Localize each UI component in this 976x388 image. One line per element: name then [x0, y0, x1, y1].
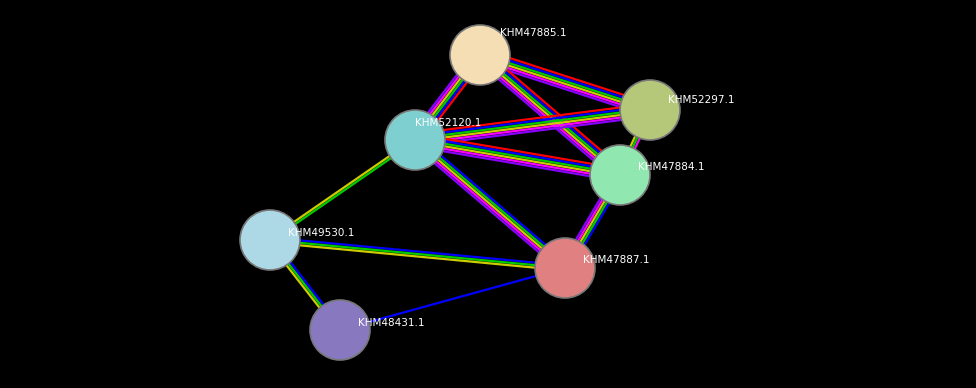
Text: KHM47884.1: KHM47884.1	[638, 162, 705, 172]
Circle shape	[240, 210, 300, 270]
Circle shape	[450, 25, 510, 85]
Text: KHM47885.1: KHM47885.1	[500, 28, 566, 38]
Text: KHM47887.1: KHM47887.1	[583, 255, 649, 265]
Text: KHM52120.1: KHM52120.1	[415, 118, 481, 128]
Circle shape	[385, 110, 445, 170]
Text: KHM52297.1: KHM52297.1	[668, 95, 735, 105]
Circle shape	[590, 145, 650, 205]
Circle shape	[620, 80, 680, 140]
Text: KHM49530.1: KHM49530.1	[288, 228, 354, 238]
Circle shape	[535, 238, 595, 298]
Text: KHM48431.1: KHM48431.1	[358, 318, 425, 328]
Circle shape	[310, 300, 370, 360]
